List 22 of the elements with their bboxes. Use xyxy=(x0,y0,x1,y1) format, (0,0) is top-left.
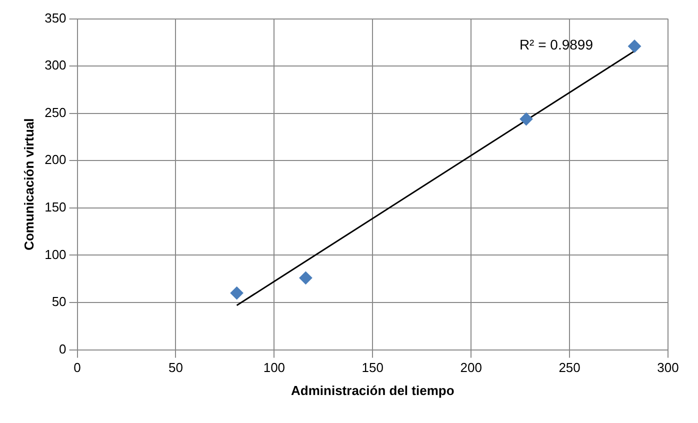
point xyxy=(299,271,312,284)
y-tick-label: 0 xyxy=(59,341,66,356)
x-tick-label: 0 xyxy=(74,360,81,376)
y-tick-label: 200 xyxy=(44,152,66,168)
point xyxy=(628,40,642,53)
point xyxy=(520,112,533,126)
point xyxy=(230,286,244,300)
y-axis-title: Comunicación virtual xyxy=(21,118,36,250)
x-tick-label: 300 xyxy=(657,360,679,376)
x-tick-label: 250 xyxy=(558,360,580,376)
y-tick-label: 150 xyxy=(44,200,66,215)
x-tick-label: 100 xyxy=(263,360,286,376)
y-tick-label: 100 xyxy=(44,246,66,262)
y-tick-label: 300 xyxy=(44,58,66,73)
y-tick-label: 350 xyxy=(44,10,66,26)
annotation: R² = 0.9899 xyxy=(519,36,594,53)
y-tick-label: 250 xyxy=(44,104,66,120)
x-tick-label: 50 xyxy=(168,360,183,376)
x-tick-label: 150 xyxy=(362,360,384,376)
x-tick-label: 200 xyxy=(460,360,482,376)
x-axis-title: Administración del tiempo xyxy=(291,382,454,398)
y-tick-label: 50 xyxy=(52,294,66,310)
